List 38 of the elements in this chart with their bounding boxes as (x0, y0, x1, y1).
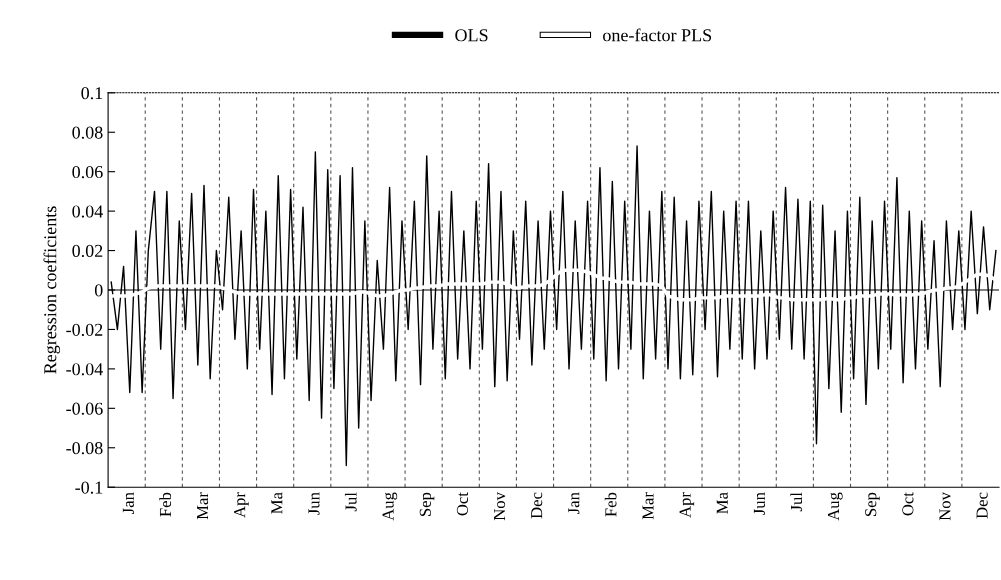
legend-label: one-factor PLS (603, 28, 712, 42)
x-tick-label: Jun (308, 492, 320, 515)
x-tick-label: Oct (456, 492, 469, 516)
x-tick-label: Dec (531, 492, 543, 519)
y-tick-label: -0.02 (66, 323, 103, 336)
y-tick-label: 0.1 (81, 87, 103, 100)
legend-label: OLS (455, 29, 488, 42)
x-tick-label: Ma (716, 492, 728, 514)
x-tick-label: Jan (122, 492, 134, 514)
y-tick-label: 0.06 (72, 165, 103, 179)
x-tick-label: Sep (865, 492, 880, 516)
y-tick-label: -0.04 (66, 363, 103, 376)
x-tick-label: Sep (419, 492, 435, 516)
y-axis-title: Regression coefficients (43, 206, 61, 374)
y-tick-label: 0.02 (72, 244, 103, 258)
y-tick-label: 0 (94, 284, 103, 297)
y-tick-label: -0.08 (66, 442, 103, 455)
x-tick-label: Jun (753, 492, 765, 515)
x-tick-label: Dec (976, 492, 988, 519)
x-tick-label: Ma (271, 492, 283, 514)
x-tick-label: Aug (828, 492, 843, 521)
x-tick-label: Mar (197, 492, 209, 520)
x-tick-label: Jul (344, 492, 357, 512)
y-tick-label: -0.06 (66, 402, 103, 415)
x-tick-label: Nov (939, 492, 951, 521)
x-tick-label: Jan (568, 492, 580, 514)
x-tick-label: Apr (679, 492, 695, 518)
x-tick-label: Nov (494, 492, 506, 521)
x-tick-label: Oct (902, 492, 914, 516)
y-tick-label: 0.04 (72, 205, 103, 218)
x-tick-label: Jul (790, 492, 803, 512)
x-tick-label: Feb (604, 492, 617, 517)
x-tick-label: Mar (642, 492, 654, 520)
x-tick-label: Feb (159, 492, 172, 517)
y-tick-label: -0.1 (75, 481, 103, 494)
x-tick-label: Apr (234, 492, 249, 518)
x-tick-label: Aug (382, 492, 398, 521)
y-tick-label: 0.08 (72, 126, 103, 139)
